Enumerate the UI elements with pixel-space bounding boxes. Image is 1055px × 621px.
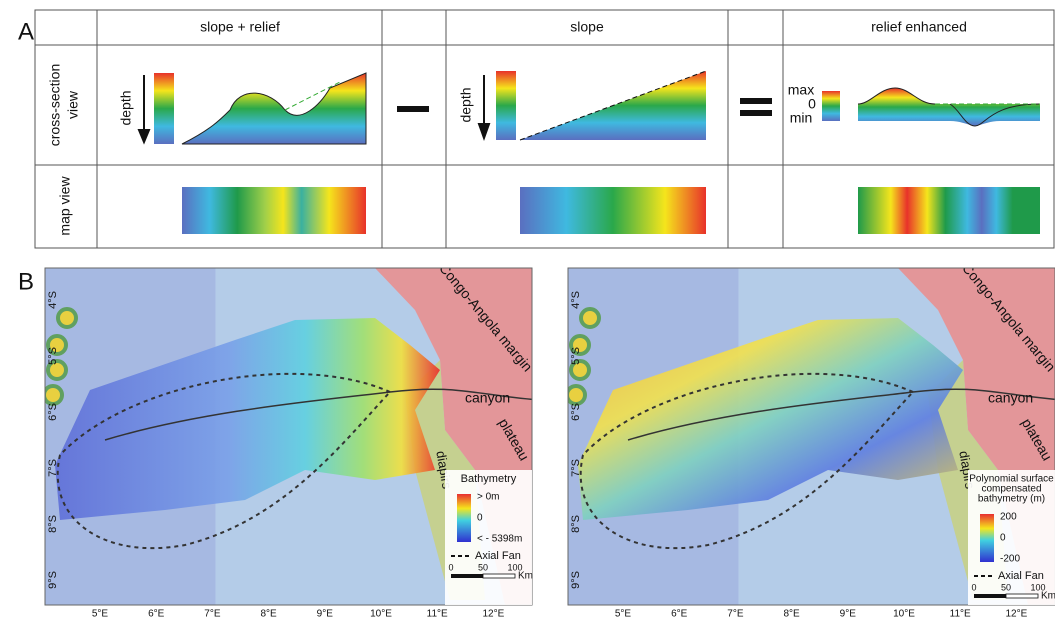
legend-label: > 0m <box>477 492 500 503</box>
lon-tick-label: 12°E <box>483 609 505 620</box>
row-label: map view <box>57 176 73 236</box>
color-scale <box>154 73 174 144</box>
map-strip <box>520 187 706 234</box>
panel-label: B <box>18 268 34 295</box>
row-label: cross-section <box>47 64 63 146</box>
seamount <box>567 386 585 404</box>
lon-tick-label: 10°E <box>370 609 392 620</box>
panel-a: A slope + relief slope relief enhanced c… <box>18 10 1054 248</box>
lat-tick-label: 5°S <box>47 347 59 365</box>
legend-line-label: Axial Fan <box>998 570 1044 582</box>
lon-tick-label: 5°E <box>615 609 632 620</box>
lon-tick-label: 8°E <box>260 609 277 620</box>
lon-tick-label: 7°E <box>727 609 744 620</box>
lon-tick-label: 10°E <box>893 609 915 620</box>
lon-tick-label: 5°E <box>92 609 109 620</box>
legend-label: 0 <box>477 513 483 524</box>
lat-tick-label: 8°S <box>47 515 59 533</box>
lon-tick-label: 6°E <box>671 609 688 620</box>
legend-title: bathymetry (m) <box>978 494 1045 505</box>
scale-bar-dark <box>974 594 1006 598</box>
depth-arrow <box>139 75 149 142</box>
lat-tick-label: 4°S <box>570 291 582 309</box>
seamount <box>581 309 599 327</box>
equals-sign <box>740 98 772 104</box>
legend-title: Bathymetry <box>461 473 517 485</box>
lat-tick-label: 6°S <box>47 403 59 421</box>
lat-tick-label: 5°S <box>570 347 582 365</box>
relief-profile <box>182 73 366 144</box>
column-header: relief enhanced <box>871 19 967 35</box>
legend-line-label: Axial Fan <box>475 550 521 562</box>
scale-label: 50 <box>1001 582 1011 592</box>
lon-tick-label: 7°E <box>204 609 221 620</box>
legend-color-scale <box>980 514 994 562</box>
map-strip <box>858 187 1040 234</box>
legend-label: < - 5398m <box>477 534 522 545</box>
panel-label: A <box>18 18 34 45</box>
seamount <box>44 386 62 404</box>
panel-b: B Congo-Angola margincanyonplateaudiapir… <box>18 260 1055 620</box>
minus-sign <box>397 106 429 112</box>
depth-label: depth <box>458 87 474 122</box>
map-strip <box>182 187 366 234</box>
column-header: slope <box>570 19 604 35</box>
lon-tick-label: 12°E <box>1006 609 1028 620</box>
depth-label: depth <box>118 90 134 125</box>
lon-tick-label: 9°E <box>317 609 334 620</box>
lon-tick-label: 6°E <box>148 609 165 620</box>
scale-unit: Km <box>1041 591 1055 602</box>
legend-label: 200 <box>1000 512 1017 523</box>
seamount <box>58 309 76 327</box>
scale-bar-light <box>483 574 515 578</box>
lat-tick-label: 4°S <box>47 291 59 309</box>
scale-label: 50 <box>478 562 488 572</box>
lon-tick-label: 11°E <box>427 609 448 620</box>
lat-tick-label: 6°S <box>570 403 582 421</box>
figure: A slope + relief slope relief enhanced c… <box>0 0 1055 621</box>
row-label: view <box>65 90 81 119</box>
color-scale <box>822 91 840 121</box>
lon-tick-label: 11°E <box>950 609 971 620</box>
scale-unit: Km <box>518 571 533 582</box>
map: Congo-Angola margincanyonplateaudiapirs4… <box>567 260 1055 620</box>
lat-tick-label: 7°S <box>570 459 582 477</box>
scale-label: 0 <box>971 582 976 592</box>
color-scale <box>496 71 516 140</box>
equals-sign <box>740 110 772 116</box>
lat-tick-label: 9°S <box>47 571 59 589</box>
legend-label: 0 <box>1000 533 1006 544</box>
place-label: canyon <box>465 390 510 406</box>
scale-label: 0 <box>448 562 453 572</box>
legend-label: -200 <box>1000 554 1020 565</box>
lat-tick-label: 8°S <box>570 515 582 533</box>
lon-tick-label: 9°E <box>840 609 857 620</box>
place-label: canyon <box>988 390 1033 406</box>
column-header: slope + relief <box>200 19 280 35</box>
depth-arrow <box>479 75 489 138</box>
scale-label: min <box>790 110 813 126</box>
legend-color-scale <box>457 494 471 542</box>
lat-tick-label: 9°S <box>570 571 582 589</box>
scale-bar-light <box>1006 594 1038 598</box>
scale-bar-dark <box>451 574 483 578</box>
lat-tick-label: 7°S <box>47 459 59 477</box>
lon-tick-label: 8°E <box>783 609 800 620</box>
map: Congo-Angola margincanyonplateaudiapirs4… <box>44 260 540 620</box>
